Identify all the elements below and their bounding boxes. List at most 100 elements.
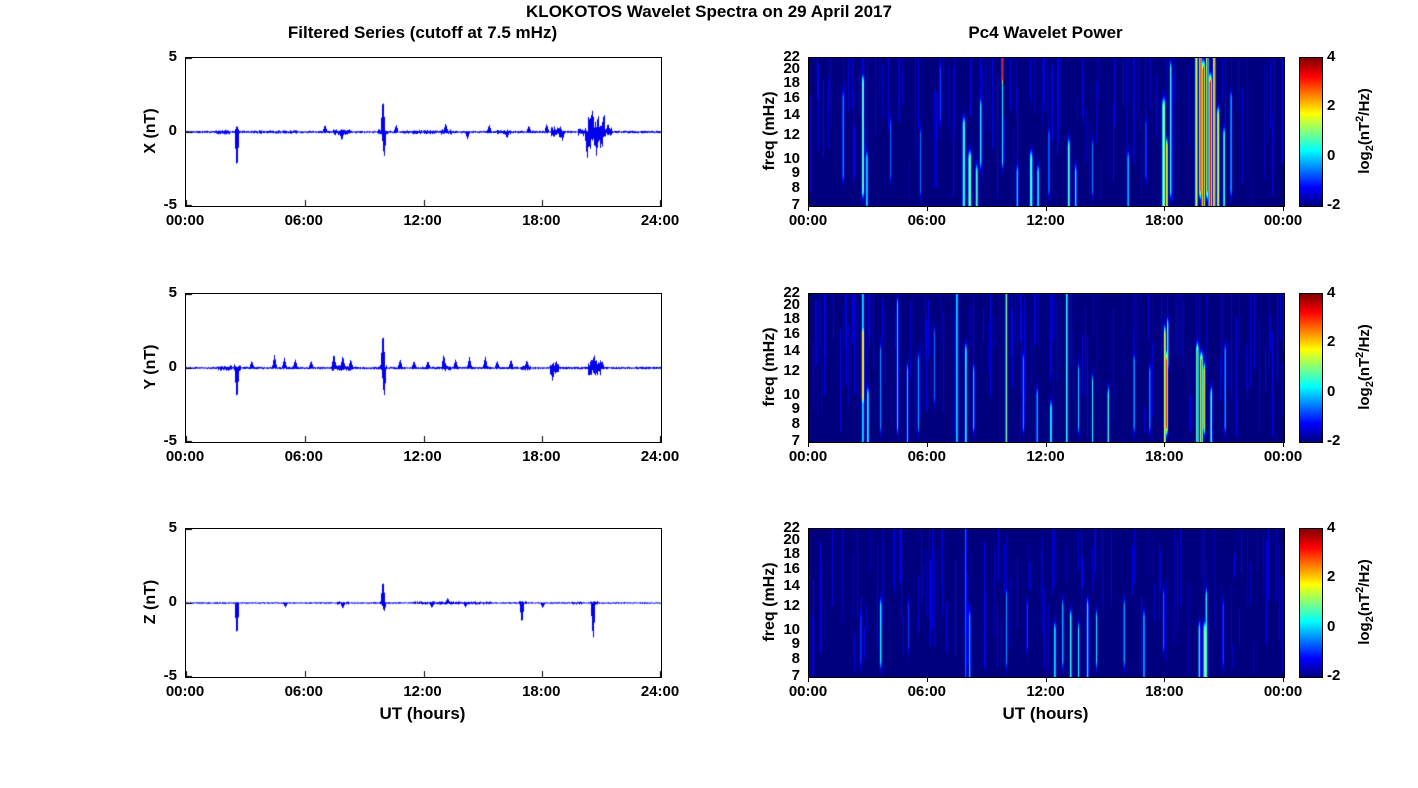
tick-label: 20 <box>783 531 800 549</box>
tick-label: 18:00 <box>1145 212 1184 229</box>
tick-label: 4 <box>1327 284 1336 301</box>
tick-label: 00:00 <box>165 212 205 229</box>
panel-y-wavelet-power <box>808 293 1285 443</box>
tick-label: 8 <box>791 649 800 667</box>
tick-label: 4 <box>1327 519 1336 536</box>
tick-mark <box>1164 443 1165 447</box>
tick-label: 18:00 <box>522 683 561 700</box>
panel-x-filtered-series <box>185 57 662 207</box>
tick-mark <box>808 207 809 211</box>
tick-label: 16 <box>783 325 800 343</box>
tick-label: 06:00 <box>907 448 946 465</box>
tick-label: 2 <box>1327 333 1336 351</box>
tick-label: 12:00 <box>403 212 442 229</box>
tick-label: 00:00 <box>788 448 828 465</box>
tick-label: 18:00 <box>522 448 561 465</box>
colorbar-label-mid: (nT <box>1356 357 1373 382</box>
colorbar-label-mid: (nT <box>1356 592 1373 617</box>
tick-mark <box>1164 678 1165 682</box>
colorbar-gradient <box>1299 293 1323 443</box>
tick-label: 10 <box>783 385 800 403</box>
tick-label: 12 <box>783 362 800 380</box>
tick-label: 00:00 <box>1263 212 1303 229</box>
tick-label: 18 <box>783 309 800 327</box>
tick-label: 0 <box>168 122 177 139</box>
tick-label: 2 <box>1327 97 1336 115</box>
right-column-title: Pc4 Wavelet Power <box>968 23 1123 42</box>
tick-mark <box>808 678 809 682</box>
colorbar-label-sub: 2 <box>1364 616 1376 623</box>
tick-label: 18:00 <box>1145 683 1184 700</box>
tick-mark <box>1046 443 1047 447</box>
tick-label: -2 <box>1327 196 1341 213</box>
tick-label: 0 <box>1327 617 1336 635</box>
tick-label: 06:00 <box>284 683 323 700</box>
tick-label: 14 <box>783 577 800 595</box>
tick-label: 5 <box>168 519 177 536</box>
tick-label: 00:00 <box>788 212 828 229</box>
tick-label: 0 <box>1327 146 1336 164</box>
tick-label: 06:00 <box>907 212 946 229</box>
colorbar-gradient <box>1299 57 1323 207</box>
tick-label: 24:00 <box>640 212 680 229</box>
colorbar-label-sub: 2 <box>1364 145 1376 152</box>
tick-label: 10 <box>783 620 800 638</box>
x-axis-label-right: UT (hours) <box>1002 704 1089 723</box>
tick-mark <box>927 678 928 682</box>
tick-label: 7 <box>791 667 800 684</box>
tick-label: 24:00 <box>640 683 680 700</box>
tick-label: 8 <box>791 178 800 196</box>
tick-label: 7 <box>791 196 800 213</box>
z-filtered-series-plot <box>185 528 662 678</box>
tick-label: 5 <box>168 284 177 301</box>
tick-mark <box>1283 678 1284 682</box>
tick-label: 0 <box>1327 382 1336 400</box>
tick-mark <box>1164 207 1165 211</box>
colorbar-gradient <box>1299 528 1323 678</box>
tick-label: 12:00 <box>1026 683 1065 700</box>
tick-label: -2 <box>1327 432 1341 449</box>
tick-label: 16 <box>783 89 800 107</box>
tick-mark <box>1046 678 1047 682</box>
tick-label: 00:00 <box>1263 683 1303 700</box>
tick-label: 16 <box>783 560 800 578</box>
tick-label: 14 <box>783 106 800 124</box>
x-axis-label-left: UT (hours) <box>379 704 466 723</box>
tick-label: 00:00 <box>1263 448 1303 465</box>
tick-label: 14 <box>783 342 800 360</box>
x-wavelet-spectrogram <box>808 57 1285 207</box>
tick-label: 12:00 <box>1026 212 1065 229</box>
colorbar-label-sup: 2 <box>1354 115 1366 122</box>
tick-label: 18 <box>783 73 800 91</box>
tick-label: 9 <box>791 163 800 181</box>
tick-label: 06:00 <box>284 212 323 229</box>
tick-label: 4 <box>1327 48 1336 65</box>
panel-z-wavelet-power <box>808 528 1285 678</box>
tick-label: 9 <box>791 399 800 417</box>
colorbar-x <box>1299 57 1323 207</box>
tick-label: 18:00 <box>1145 448 1184 465</box>
tick-label: 12 <box>783 126 800 144</box>
tick-label: 12:00 <box>1026 448 1065 465</box>
tick-label: -5 <box>163 667 177 684</box>
left-column-title: Filtered Series (cutoff at 7.5 mHz) <box>287 23 558 42</box>
tick-label: 5 <box>168 48 177 65</box>
colorbar-label-sup: 2 <box>1354 351 1366 358</box>
tick-label: 00:00 <box>165 448 205 465</box>
tick-label: 22 <box>783 284 800 301</box>
tick-label: 22 <box>783 519 800 536</box>
panel-z-filtered-series <box>185 528 662 678</box>
tick-label: 24:00 <box>640 448 680 465</box>
colorbar-y <box>1299 293 1323 443</box>
tick-mark <box>1283 443 1284 447</box>
colorbar-label-mid: (nT <box>1356 121 1373 146</box>
tick-label: 0 <box>168 358 177 375</box>
tick-label: 0 <box>168 593 177 610</box>
panel-x-wavelet-power <box>808 57 1285 207</box>
panel-y-filtered-series <box>185 293 662 443</box>
tick-label: 18:00 <box>522 212 561 229</box>
tick-label: 22 <box>783 48 800 65</box>
tick-label: 2 <box>1327 568 1336 586</box>
y-filtered-series-plot <box>185 293 662 443</box>
